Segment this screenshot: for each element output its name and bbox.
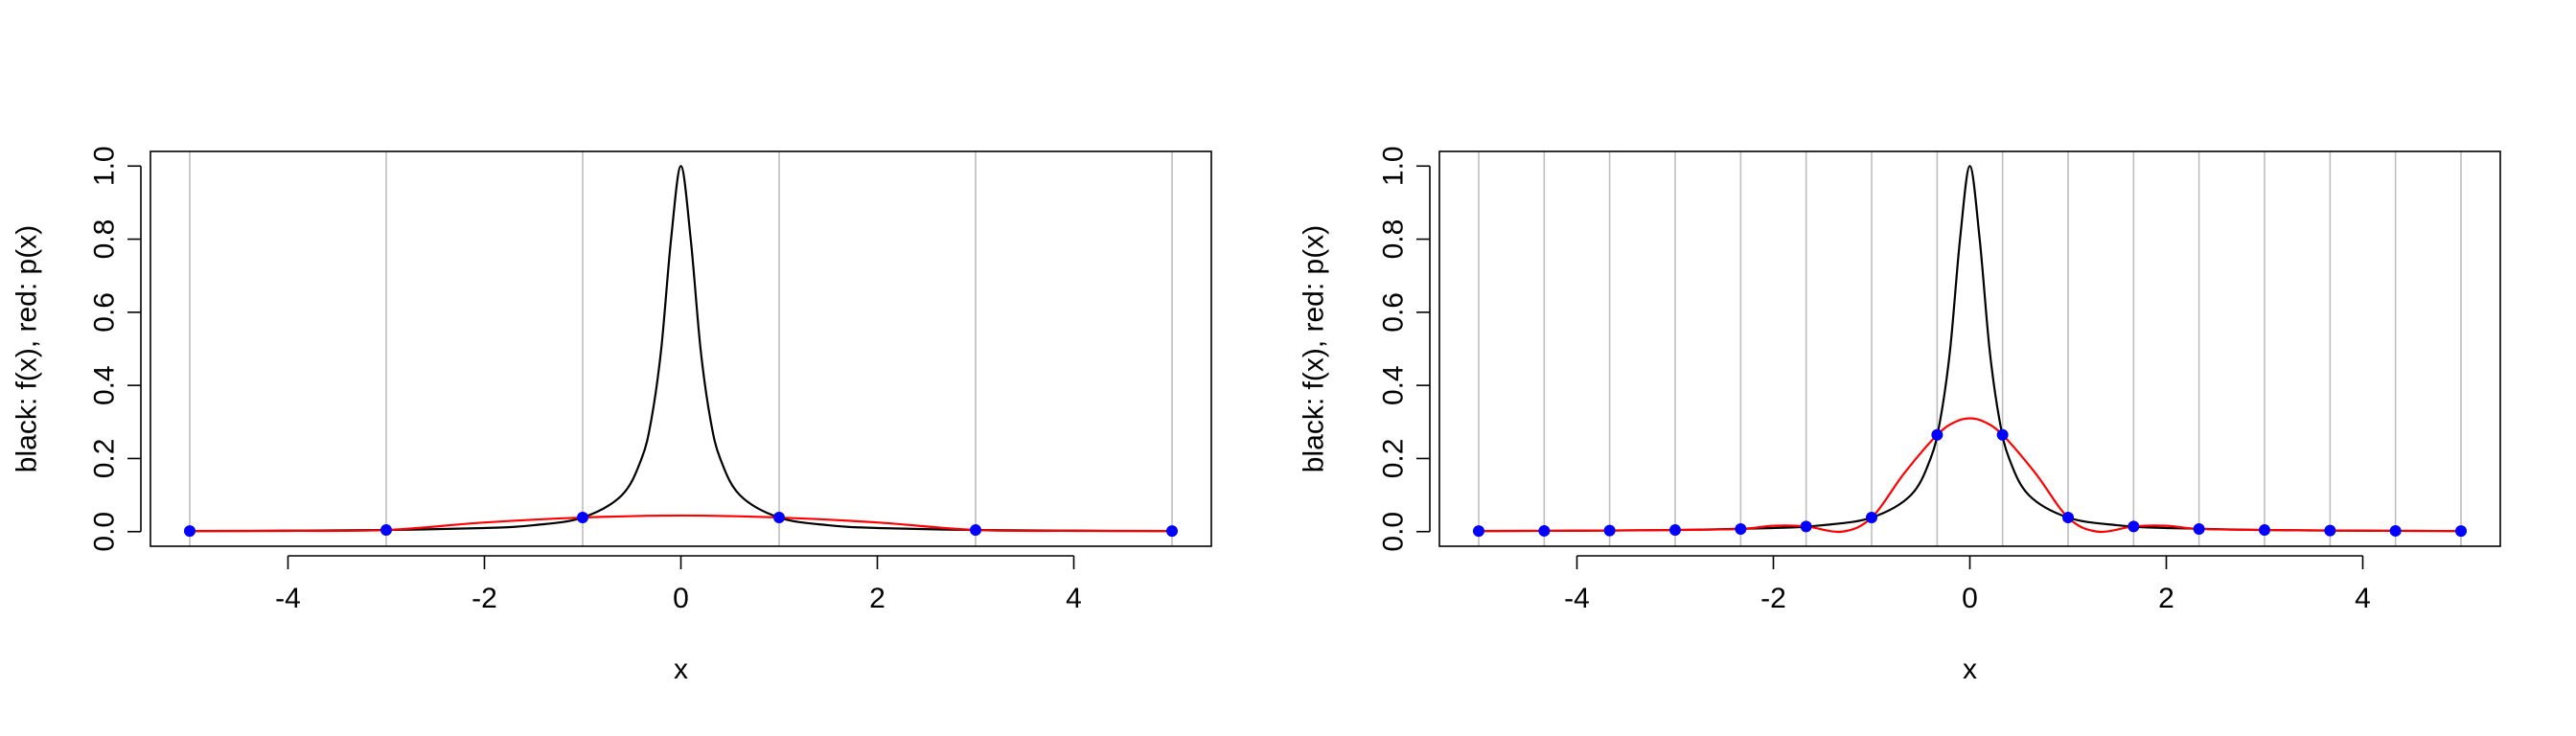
plot-frame <box>150 150 1212 547</box>
data-point <box>1931 428 1944 441</box>
data-point <box>1735 522 1747 535</box>
series-line-p <box>1478 417 2462 534</box>
series-line-f <box>1478 165 2462 533</box>
x-tick-label: 4 <box>1066 583 1082 614</box>
series-line-f <box>189 165 1173 533</box>
data-point <box>1538 524 1551 537</box>
y-tick-label: 0.2 <box>1378 439 1410 479</box>
y-tick-label: 0.4 <box>89 365 121 405</box>
y-tick-label: 0.8 <box>89 219 121 260</box>
data-point <box>1603 524 1616 537</box>
x-axis-title: x <box>674 654 688 685</box>
chart-panel-right: -4 -2 0 2 4 0.0 0.2 0.4 0.6 0.8 1.0 x black: f(x), r… <box>1299 146 2501 685</box>
data-point <box>2324 524 2336 537</box>
y-axis-title: black: f(x), red: p(x) <box>12 225 43 472</box>
data-point <box>1669 524 1681 537</box>
data-point <box>2128 520 2140 533</box>
x-tick-label: 2 <box>869 583 886 614</box>
x-tick-label: 2 <box>2158 583 2174 614</box>
x-tick-label: 4 <box>2355 583 2371 614</box>
y-tick-label: 0.4 <box>1378 365 1410 405</box>
y-tick-label: 0.2 <box>89 439 121 479</box>
data-point <box>2455 525 2467 538</box>
data-point <box>577 512 588 524</box>
chart-panel-left: -4 -2 0 2 4 0.0 0.2 0.4 0.6 0.8 1.0 x black: f(x), r… <box>12 146 1212 685</box>
series-line-p <box>189 514 1173 533</box>
data-point <box>970 524 981 537</box>
data-point <box>2389 524 2402 537</box>
data-point <box>773 512 785 524</box>
x-axis-title: x <box>1963 654 1977 685</box>
data-point <box>1166 525 1178 538</box>
y-tick-label: 1.0 <box>89 146 121 186</box>
x-tick-label: 0 <box>673 583 689 614</box>
data-point <box>1473 525 1484 538</box>
x-tick-label: -4 <box>1564 583 1590 614</box>
data-point <box>1866 512 1877 524</box>
data-point <box>380 524 392 537</box>
x-tick-label: 0 <box>1962 583 1978 614</box>
data-point <box>184 525 196 538</box>
y-axis-title: black: f(x), red: p(x) <box>1299 225 1330 472</box>
data-point <box>1800 520 1812 533</box>
y-tick-label: 0.0 <box>1378 512 1410 552</box>
data-point <box>1996 428 2009 441</box>
x-tick-label: -2 <box>472 583 497 614</box>
y-tick-label: 0.0 <box>89 512 121 552</box>
data-point <box>2062 512 2074 524</box>
plot-frame <box>1438 150 2501 547</box>
data-point <box>2193 522 2205 535</box>
data-point <box>2259 524 2270 537</box>
y-tick-label: 0.8 <box>1378 219 1410 260</box>
x-tick-label: -4 <box>275 583 301 614</box>
y-tick-label: 0.6 <box>1378 292 1410 333</box>
x-tick-label: -2 <box>1760 583 1786 614</box>
y-tick-label: 0.6 <box>89 292 121 333</box>
y-tick-label: 1.0 <box>1378 146 1410 186</box>
